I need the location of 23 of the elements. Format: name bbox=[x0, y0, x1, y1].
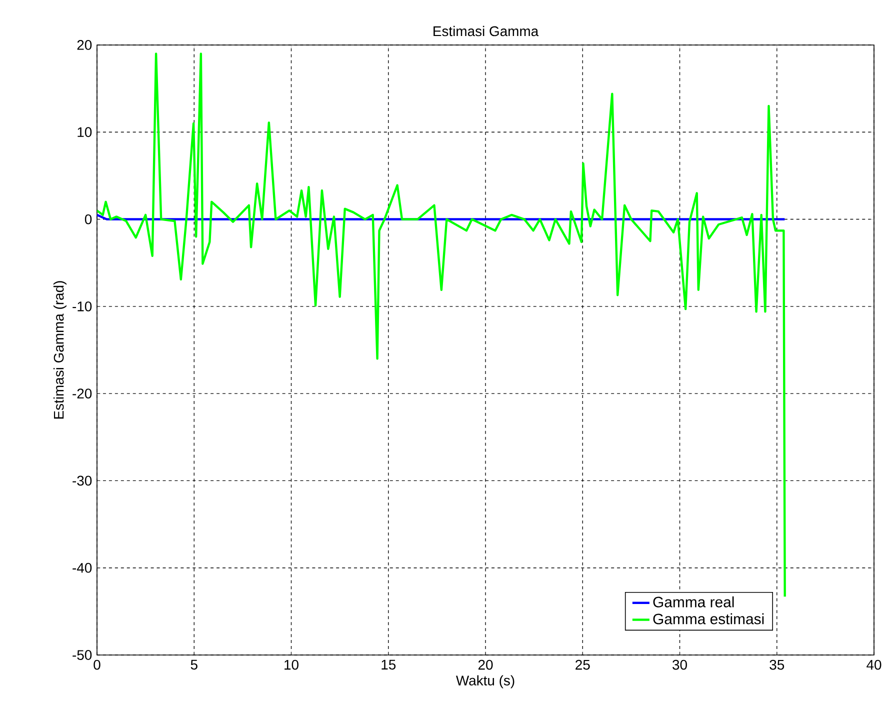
x-tick-label: 5 bbox=[190, 660, 198, 670]
x-axis-title: Waktu (s) bbox=[456, 675, 514, 688]
y-axis-title: Estimasi Gamma (rad) bbox=[53, 281, 66, 419]
x-tick-label: 10 bbox=[284, 660, 298, 670]
y-tick-label: -50 bbox=[72, 650, 92, 660]
legend-label: Gamma estimasi bbox=[653, 613, 764, 624]
y-tick-label: 0 bbox=[84, 214, 92, 224]
legend-label: Gamma real bbox=[653, 596, 734, 608]
y-tick-label: -20 bbox=[72, 388, 92, 399]
y-tick-label: -10 bbox=[72, 301, 92, 312]
x-tick-label: 0 bbox=[94, 660, 100, 670]
x-tick-label: 30 bbox=[672, 660, 687, 670]
y-tick-label: 20 bbox=[77, 40, 92, 50]
line-series bbox=[97, 52, 786, 598]
y-tick-label: -40 bbox=[72, 562, 92, 573]
x-tick-label: 20 bbox=[478, 660, 493, 670]
x-tick-label: 15 bbox=[382, 660, 396, 670]
x-tick-label: 35 bbox=[770, 660, 784, 670]
x-tick-label: 25 bbox=[576, 660, 590, 670]
y-tick-label: -30 bbox=[72, 476, 92, 486]
y-tick-label: 10 bbox=[78, 127, 92, 138]
x-tick-label: 40 bbox=[866, 660, 882, 670]
chart-title: Estimasi Gamma bbox=[434, 26, 539, 36]
